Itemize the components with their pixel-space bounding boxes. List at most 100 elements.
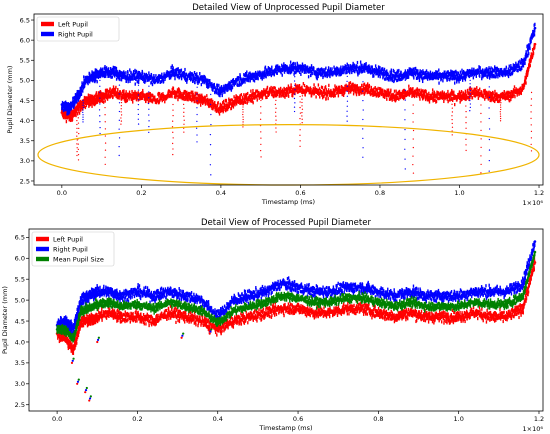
data-point — [79, 319, 83, 323]
data-point — [489, 290, 493, 294]
x-axis-label: Timestamp (ms) — [261, 198, 315, 206]
data-point — [184, 305, 187, 308]
legend-entry: Left Pupil — [58, 20, 88, 28]
y-axis-label: Pupil Diameter (mm) — [6, 66, 14, 134]
y-tick-label: 6.0 — [15, 255, 25, 263]
data-point — [171, 91, 175, 94]
data-point — [251, 95, 255, 98]
data-point — [155, 99, 159, 102]
data-point — [100, 71, 103, 74]
data-point — [442, 75, 445, 78]
data-point — [330, 91, 334, 94]
data-point — [442, 95, 445, 98]
data-point — [360, 286, 364, 289]
legend-swatch — [36, 246, 49, 252]
data-point — [344, 296, 348, 300]
x-offset-label: 1×10⁶ — [523, 199, 544, 207]
x-tick-label: 0.6 — [293, 415, 303, 423]
data-point — [60, 111, 64, 114]
data-point — [251, 75, 255, 78]
y-tick-label: 3.5 — [20, 137, 30, 145]
data-point — [457, 315, 460, 319]
series-left-pupil — [60, 42, 537, 174]
data-point — [441, 305, 444, 308]
chart-title: Detail View of Processed Pupil Diameter — [201, 218, 371, 228]
legend-entry: Mean Pupil Size — [53, 255, 104, 263]
data-point — [489, 315, 493, 319]
data-point — [136, 303, 139, 306]
x-offset-label: 1×10⁶ — [523, 425, 544, 433]
data-point — [409, 300, 412, 304]
data-point — [362, 87, 366, 90]
y-tick-label: 6.0 — [20, 36, 30, 44]
series-mean-pupil-size — [55, 250, 537, 398]
data-point — [315, 91, 318, 94]
data-point — [328, 311, 332, 314]
legend-entry: Left Pupil — [53, 235, 83, 243]
data-point — [248, 294, 252, 298]
series-left-pupil — [55, 256, 537, 402]
data-point — [458, 75, 461, 78]
data-point — [425, 294, 428, 298]
data-point — [124, 95, 127, 98]
data-point — [92, 75, 95, 78]
data-point — [267, 91, 270, 94]
data-point — [346, 67, 350, 70]
x-tick-label: 0.4 — [213, 415, 223, 423]
data-point — [219, 91, 223, 94]
data-point — [168, 290, 171, 294]
data-point — [505, 303, 509, 306]
data-point — [473, 300, 477, 304]
legend-swatch — [41, 31, 54, 37]
x-tick-label: 1.2 — [534, 189, 544, 197]
chart-panel-2: Detail View of Processed Pupil Diameter 0… — [1, 218, 544, 433]
x-tick-label: 0.0 — [57, 189, 67, 197]
data-point — [490, 71, 493, 74]
data-point — [409, 311, 412, 314]
data-point — [533, 250, 537, 254]
data-point — [124, 75, 127, 78]
y-tick-label: 6.5 — [15, 234, 25, 242]
data-point — [187, 95, 191, 98]
data-point — [426, 95, 429, 98]
y-tick-label: 4.5 — [15, 317, 25, 325]
y-tick-label: 4.0 — [15, 338, 25, 346]
x-tick-label: 1.0 — [454, 415, 464, 423]
y-tick-label: 3.0 — [20, 157, 30, 165]
data-point — [136, 315, 139, 319]
plot-frame — [33, 13, 544, 186]
data-point — [283, 67, 286, 70]
y-tick-label: 3.5 — [15, 359, 25, 367]
data-point — [377, 311, 380, 314]
y-tick-label: 5.5 — [15, 276, 25, 284]
data-point — [344, 286, 348, 289]
data-point — [84, 99, 87, 102]
legend-entry: Right Pupil — [53, 245, 88, 253]
data-point — [87, 319, 91, 323]
data-point — [441, 294, 444, 298]
data-point — [203, 99, 207, 102]
data-point — [328, 290, 332, 294]
data-point — [248, 305, 252, 308]
data-point — [95, 290, 99, 294]
x-tick-label: 1.0 — [454, 189, 464, 197]
data-point — [378, 91, 382, 94]
data-point — [200, 298, 203, 302]
data-point — [79, 309, 83, 312]
data-point — [63, 328, 67, 331]
data-point — [473, 290, 477, 294]
data-point — [344, 307, 348, 310]
data-point — [296, 286, 300, 289]
plot-frame — [28, 228, 544, 412]
data-point — [394, 95, 398, 98]
data-point — [410, 91, 414, 94]
data-point — [521, 294, 525, 298]
data-point — [112, 71, 115, 74]
data-point — [521, 87, 525, 90]
data-point — [63, 336, 67, 340]
data-point — [71, 328, 75, 331]
data-point — [283, 91, 286, 94]
data-point — [68, 115, 72, 118]
data-point — [409, 290, 412, 294]
data-point — [108, 300, 111, 304]
